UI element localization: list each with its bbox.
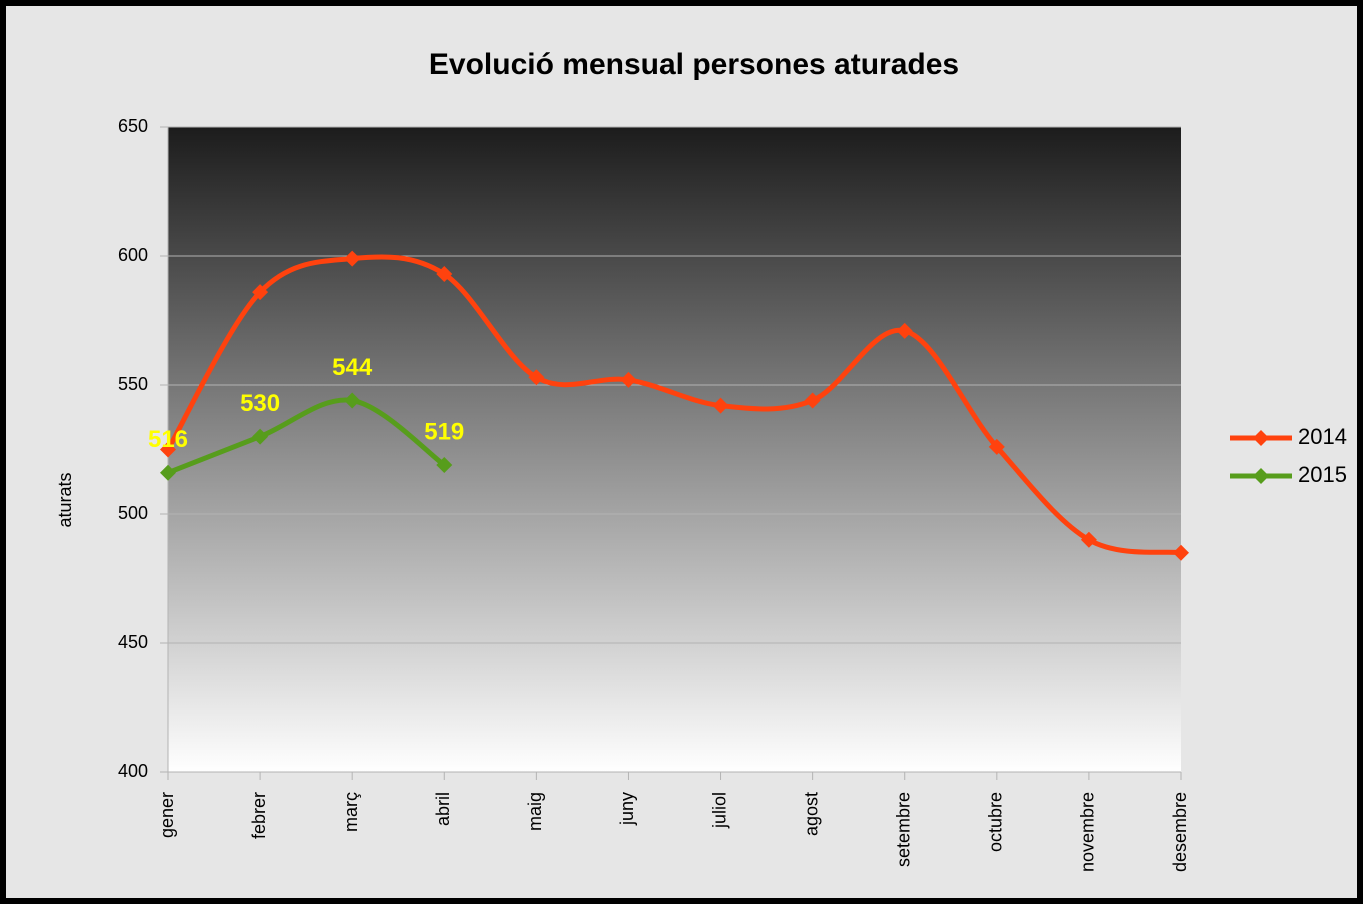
data-label: 544: [332, 354, 373, 381]
x-tick-label: gener: [157, 792, 177, 838]
x-tick-label: juliol: [709, 792, 729, 829]
y-tick-label: 500: [118, 503, 148, 523]
data-label: 530: [240, 390, 280, 417]
point-marker: [1173, 544, 1189, 561]
y-tick-label: 650: [118, 116, 148, 136]
plot-area: [168, 127, 1181, 772]
point-marker: [344, 250, 361, 267]
legend-label: 2014: [1298, 424, 1347, 449]
legend-marker: [1253, 468, 1269, 484]
point-marker: [436, 456, 453, 473]
x-tick-label: setembre: [893, 792, 913, 867]
point-marker: [528, 369, 545, 386]
point-marker: [988, 438, 1005, 455]
x-tick-label: octubre: [986, 792, 1006, 852]
point-marker: [436, 266, 453, 283]
x-tick-label: desembre: [1170, 792, 1190, 872]
x-tick-label: agost: [801, 792, 821, 836]
legend-label: 2015: [1298, 462, 1347, 487]
point-marker: [252, 284, 269, 301]
x-tick-label: novembre: [1078, 792, 1098, 872]
y-tick-label: 600: [118, 245, 148, 265]
y-tick-label: 450: [118, 632, 148, 652]
x-tick-label: març: [341, 792, 361, 832]
point-marker: [160, 464, 176, 481]
y-tick-label: 550: [118, 374, 148, 394]
point-marker: [712, 397, 729, 414]
x-tick-label: abril: [433, 792, 453, 826]
chart-title: Evolució mensual persones aturades: [429, 48, 959, 81]
y-axis-label: aturats: [55, 472, 75, 527]
point-marker: [804, 392, 821, 409]
point-marker: [620, 371, 637, 388]
x-tick-label: maig: [525, 792, 545, 831]
data-label: 519: [424, 418, 464, 445]
y-tick-label: 400: [118, 761, 148, 781]
point-marker: [160, 441, 176, 458]
x-tick-label: febrer: [249, 792, 269, 839]
data-label: 516: [148, 426, 188, 453]
point-marker: [896, 322, 913, 339]
point-marker: [252, 428, 269, 445]
x-tick-label: juny: [617, 792, 637, 826]
point-marker: [1080, 531, 1097, 548]
series-line: [167, 397, 446, 476]
point-marker: [344, 392, 361, 409]
legend-marker: [1253, 430, 1269, 446]
